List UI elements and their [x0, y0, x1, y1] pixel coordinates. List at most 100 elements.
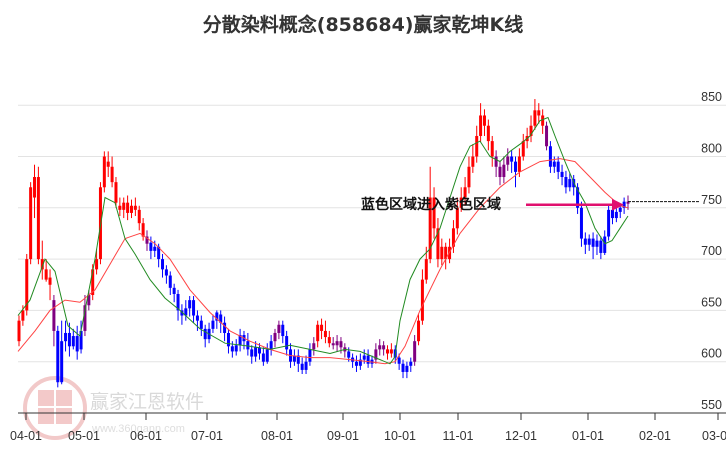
- candle-body: [83, 305, 87, 331]
- candle-body: [599, 240, 603, 253]
- annotation-text: 蓝色区域进入紫色区域: [361, 196, 501, 213]
- candle-body: [502, 164, 506, 178]
- candle-body: [176, 293, 180, 311]
- candle-body: [506, 156, 510, 165]
- candle-body: [238, 335, 242, 346]
- gridlines: [18, 104, 726, 363]
- candle-body: [261, 353, 265, 362]
- candle-body: [378, 345, 382, 350]
- candle-body: [327, 337, 331, 344]
- candle-body: [548, 146, 552, 167]
- seal-cell: [38, 390, 54, 406]
- candle-body: [595, 240, 599, 247]
- candle-body: [389, 349, 393, 354]
- chart-title: 分散染料概念(858684)赢家乾坤K线: [202, 14, 524, 36]
- candle-body: [52, 300, 56, 331]
- x-tick-label: 03-01: [702, 429, 726, 443]
- candle-body: [137, 209, 141, 224]
- candle-body: [48, 277, 52, 285]
- candle-body: [203, 328, 207, 340]
- y-tick-label: 700: [701, 244, 722, 258]
- candle-body: [211, 320, 215, 329]
- candle-body: [545, 125, 549, 147]
- candle-body: [603, 236, 607, 253]
- candle-body: [118, 205, 122, 210]
- candle-body: [36, 177, 40, 260]
- candle-body: [479, 115, 483, 136]
- candle-body: [87, 295, 91, 306]
- candle-body: [622, 201, 626, 208]
- candle-body: [510, 156, 514, 162]
- candle-body: [230, 346, 234, 352]
- candle-body: [226, 332, 230, 347]
- y-tick-label: 800: [701, 142, 722, 156]
- candle-body: [533, 110, 537, 126]
- candle-body: [102, 156, 106, 188]
- y-axis: 550 600 650 700 750 800 850: [701, 90, 722, 412]
- candle-body: [444, 246, 448, 260]
- candle-body: [560, 171, 564, 178]
- candle-body: [75, 336, 79, 352]
- candle-body: [79, 330, 83, 350]
- candle-body: [67, 332, 71, 347]
- candle-body: [514, 161, 518, 172]
- candle-body: [424, 259, 428, 280]
- candle-body: [199, 320, 203, 329]
- seal-cell: [56, 408, 72, 424]
- candle-body: [529, 125, 533, 136]
- candle-body: [300, 363, 304, 370]
- candle-body: [626, 201, 630, 204]
- seal-cell: [38, 408, 54, 424]
- candle-body: [168, 275, 172, 288]
- candle-body: [71, 336, 75, 347]
- candle-body: [347, 351, 351, 358]
- candle-body: [157, 246, 161, 260]
- candle-body: [95, 259, 99, 270]
- candle-body: [405, 365, 409, 372]
- candle-body: [498, 166, 502, 178]
- candle-body: [374, 349, 378, 360]
- candle-body: [323, 330, 327, 338]
- candle-body: [413, 341, 417, 362]
- candle-body: [149, 242, 153, 251]
- candle-body: [257, 347, 261, 354]
- candle-body: [91, 269, 95, 296]
- candle-body: [223, 322, 227, 333]
- candle-body: [164, 269, 168, 276]
- candle-body: [296, 355, 300, 364]
- ma-fast-line: [17, 116, 629, 365]
- candle-body: [455, 207, 459, 229]
- candle-body: [541, 115, 545, 126]
- watermark-brand: 赢家江恩软件: [90, 391, 204, 413]
- candle-body: [114, 182, 118, 203]
- candle-body: [21, 310, 25, 321]
- candle-body: [607, 209, 611, 237]
- candle-body: [564, 177, 568, 188]
- candle-body: [219, 314, 223, 323]
- candle-body: [382, 345, 386, 350]
- candle-body: [56, 330, 60, 383]
- x-tick-label: 09-01: [327, 429, 359, 443]
- y-tick-label: 850: [701, 90, 722, 104]
- x-tick-label: 04-01: [10, 429, 42, 443]
- candle-body: [482, 115, 486, 126]
- candle-body: [490, 141, 494, 157]
- y-tick-label: 650: [701, 295, 722, 309]
- x-tick-label: 05-01: [68, 429, 100, 443]
- candle-body: [320, 324, 324, 331]
- candle-body: [215, 312, 219, 321]
- candle-body: [292, 355, 296, 362]
- candle-body: [386, 349, 390, 354]
- candle-body: [579, 207, 583, 239]
- candle-body: [180, 310, 184, 316]
- candle-body: [610, 209, 614, 219]
- candle-body: [273, 332, 277, 342]
- candle-body: [304, 361, 308, 370]
- candle-body: [451, 228, 455, 247]
- candle-body: [33, 177, 37, 198]
- candle-body: [366, 355, 370, 364]
- candle-body: [153, 246, 157, 251]
- candle-body: [358, 359, 362, 366]
- candle-body: [339, 341, 343, 348]
